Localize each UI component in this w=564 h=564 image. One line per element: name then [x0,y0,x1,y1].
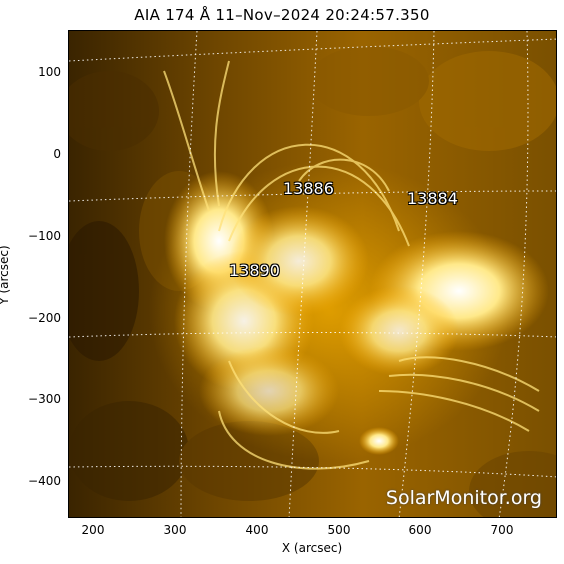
x-tick-label: 600 [408,523,432,537]
x-tick-label: 200 [81,523,105,537]
y-tick-label: −400 [28,474,61,488]
heliographic-grid [69,31,556,517]
x-tick-label: 300 [163,523,187,537]
y-tick-label: 0 [53,147,61,161]
x-tick-label: 700 [490,523,514,537]
solar-image [69,31,556,517]
y-tick-label: −100 [28,229,61,243]
background-texture [69,46,556,517]
region-label-13890: 13890 [229,261,280,280]
coronal-loops [163,60,540,470]
y-axis-label: Y (arcsec) [0,245,11,304]
region-label-13884: 13884 [407,189,458,208]
region-label-13886: 13886 [283,179,334,198]
watermark: SolarMonitor.org [385,487,542,509]
y-tick-label: 100 [38,65,61,79]
y-tick-label: −200 [28,311,61,325]
active-region-glow [149,161,549,461]
y-tick-label: −300 [28,392,61,406]
solar-image-frame: 13886 13884 13890 SolarMonitor.org [68,30,557,518]
x-axis-label: X (arcsec) [281,541,343,555]
x-tick-label: 400 [245,523,269,537]
plot-title: AIA 174 Å 11–Nov–2024 20:24:57.350 [134,6,430,24]
x-tick-label: 500 [327,523,351,537]
